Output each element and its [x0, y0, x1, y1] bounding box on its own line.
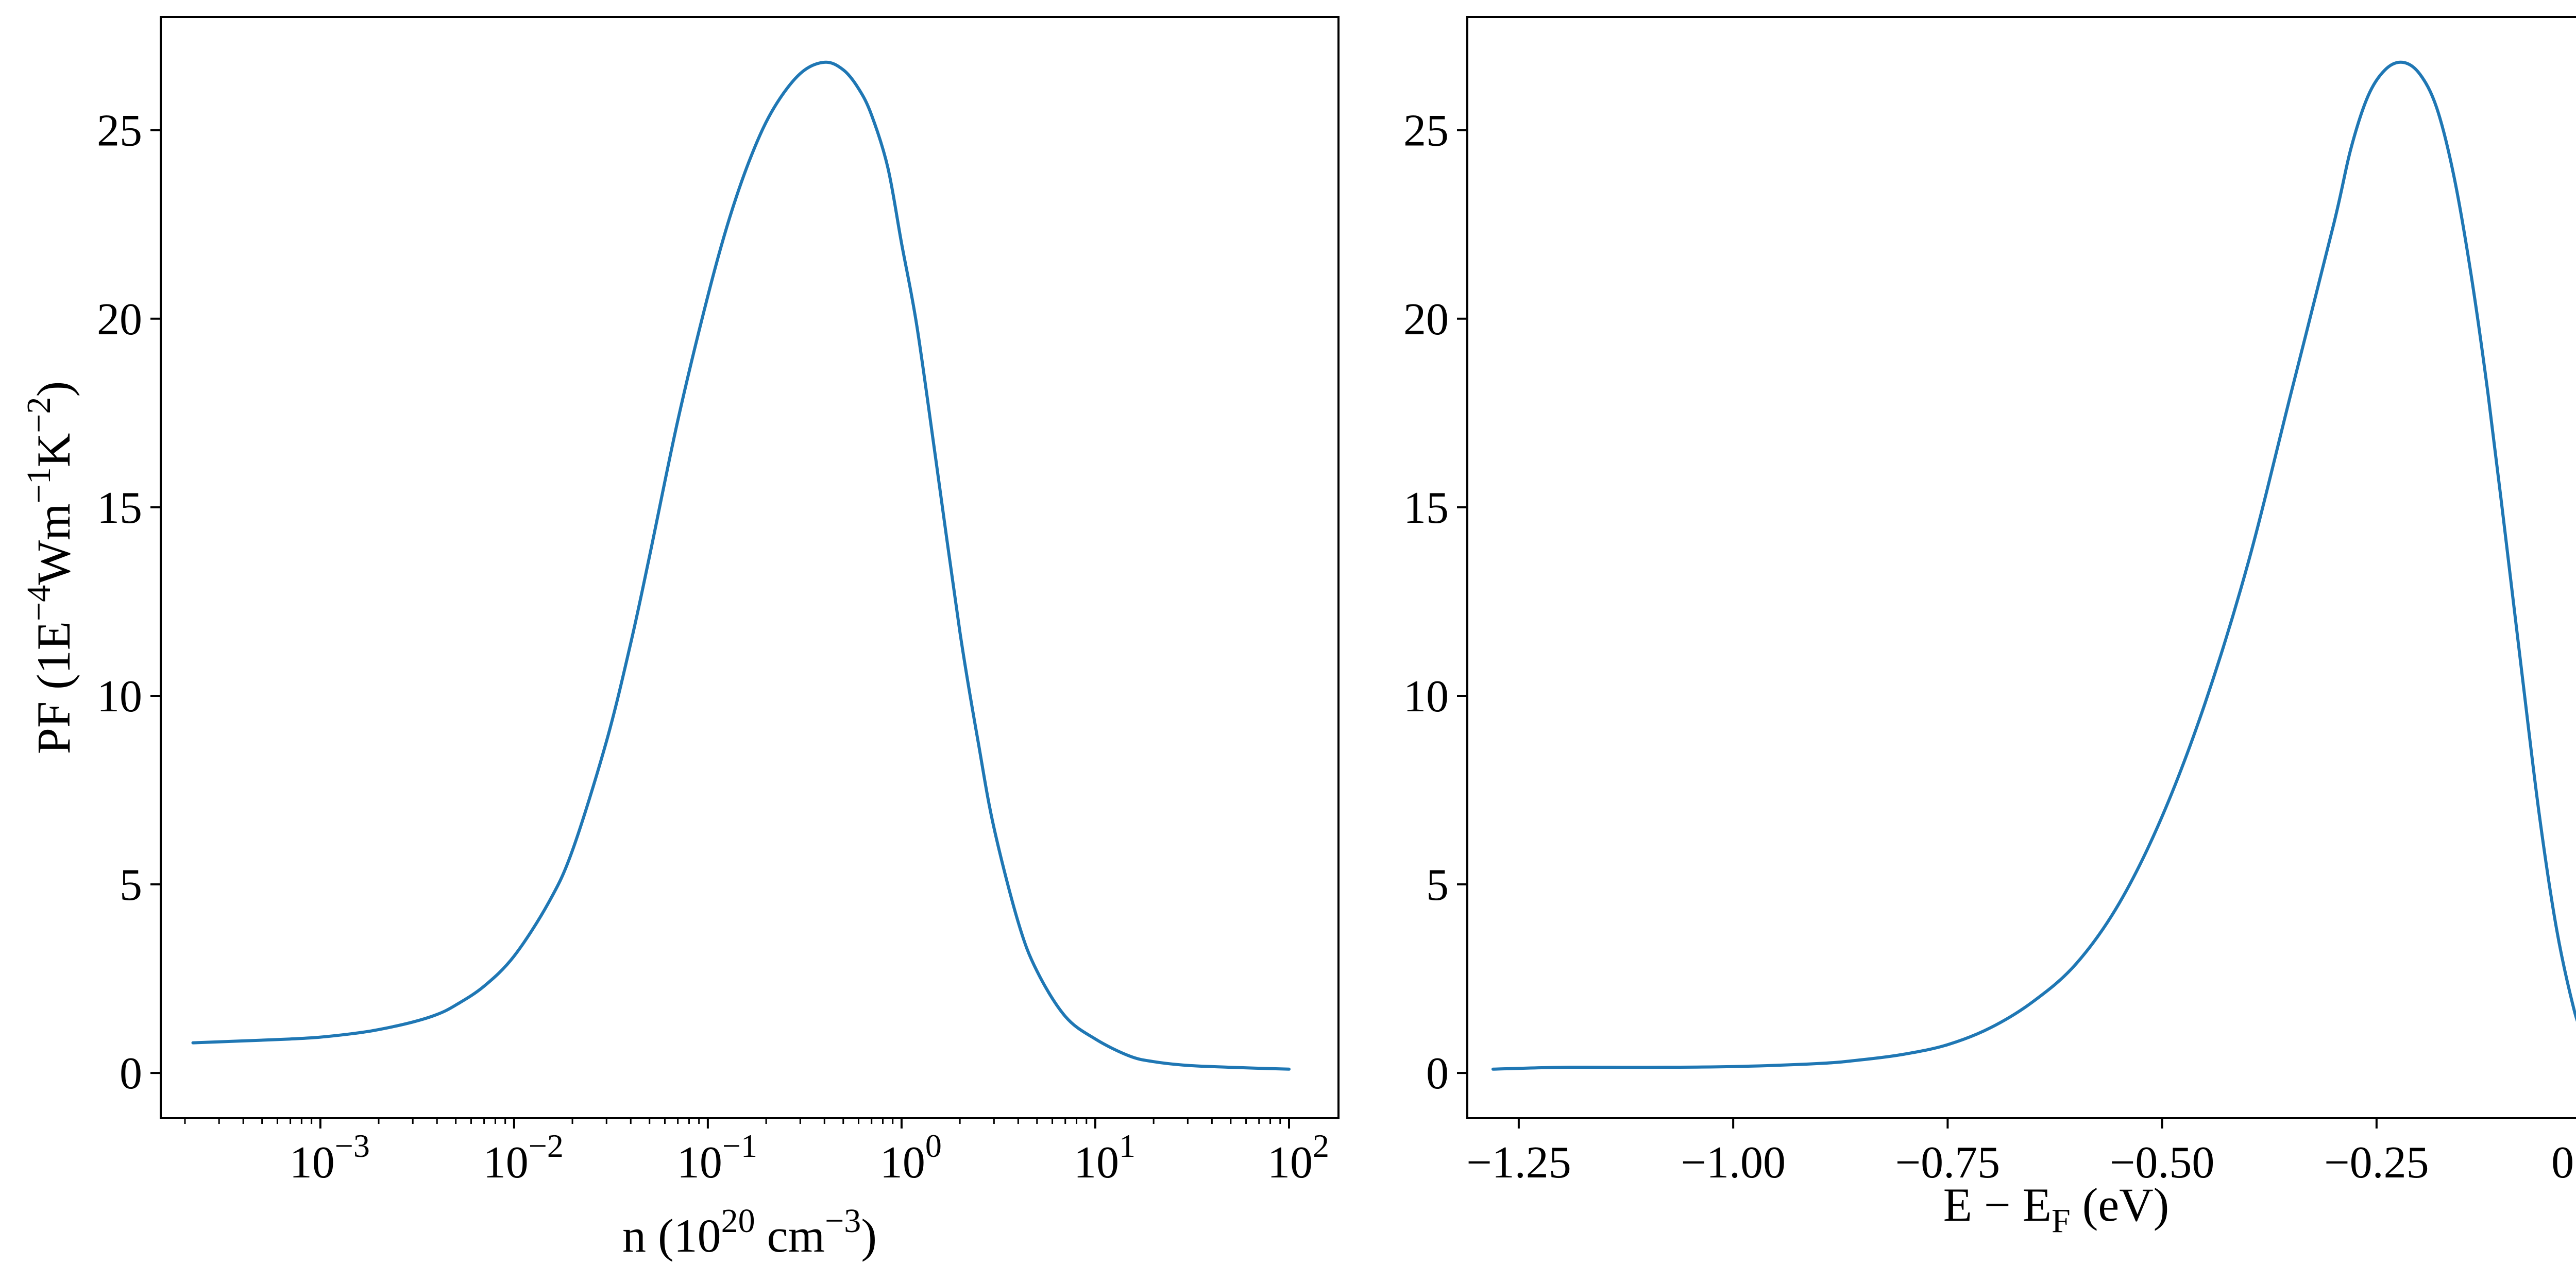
right-x-tick-label: −0.50: [2110, 1138, 2215, 1188]
left-x-axis-label: n (1020 cm−3): [622, 1202, 877, 1262]
left-x-tick-label: 10−2: [483, 1127, 564, 1188]
left-y-tick-label: 20: [97, 295, 142, 345]
right-tick-labels: 0 5 10 15 20 25 −1.25 −1.00 −0.75 −0.50 −0.25 0.00: [1403, 106, 2576, 1188]
right-y-tick-label: 0: [1426, 1049, 1449, 1099]
left-x-tick-label: 102: [1267, 1127, 1329, 1188]
right-x-tick-label: −1.25: [1466, 1138, 1571, 1188]
left-x-tick-label: 101: [1074, 1127, 1136, 1188]
right-x-axis-label-unit: (eV): [2071, 1178, 2170, 1231]
right-plot-area: [1491, 60, 2576, 1071]
right-x-axis-label-main: E − E: [1943, 1178, 2052, 1231]
left-y-axis-label: PF (1E−4Wm−1K−2): [20, 381, 80, 754]
right-x-tick-label: −0.25: [2324, 1138, 2429, 1188]
left-x-tick-label: 100: [880, 1127, 942, 1188]
right-x-tick-label: 0.00: [2551, 1138, 2576, 1188]
left-x-tick-label: 10−3: [290, 1127, 370, 1188]
right-x-tick-label: −1.00: [1681, 1138, 1786, 1188]
left-y-tick-label: 25: [97, 106, 142, 156]
right-y-tick-label: 5: [1426, 860, 1449, 910]
right-series-line: [1491, 60, 2576, 1071]
left-y-tick-label: 0: [120, 1049, 142, 1099]
right-ticks: [1457, 129, 2378, 1129]
left-y-tick-label: 5: [120, 860, 142, 910]
left-plot-area: [191, 60, 1291, 1071]
left-panel: 0 5 10 15 20 25 10−3 10−2 10−1 100 101 102 PF (1E−4…: [20, 16, 1340, 1262]
right-y-tick-label: 20: [1403, 295, 1449, 345]
right-y-tick-label: 10: [1403, 672, 1449, 722]
right-x-axis-label-subscript: F: [2052, 1202, 2071, 1240]
right-y-tick-label: 25: [1403, 106, 1449, 156]
right-y-tick-label: 15: [1403, 483, 1449, 533]
left-axes-frame: [160, 16, 1340, 1119]
left-ticks: [150, 129, 1291, 1129]
right-axes-frame: [1466, 16, 2576, 1119]
right-x-axis-label: E − EF (eV): [1943, 1178, 2170, 1240]
right-panel: 0510152025−1.25−1.00−0.75−0.50−0.250.00 …: [1403, 16, 2576, 1240]
left-y-tick-label: 15: [97, 483, 142, 533]
left-tick-labels: 0 5 10 15 20 25 10−3 10−2 10−1 100 101 102: [97, 106, 1329, 1188]
left-x-tick-label: 10−1: [677, 1127, 757, 1188]
right-x-tick-label: −0.75: [1895, 1138, 2001, 1188]
left-y-tick-label: 10: [97, 672, 142, 722]
left-series-line: [191, 60, 1291, 1071]
